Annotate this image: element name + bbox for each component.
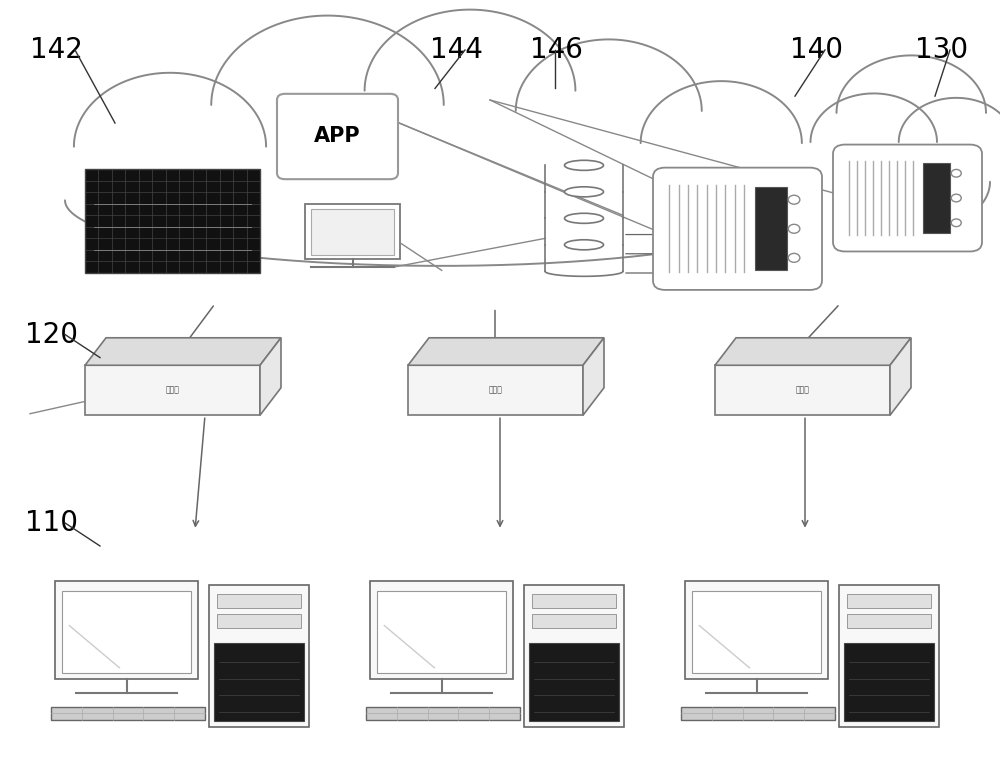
- FancyBboxPatch shape: [653, 168, 822, 290]
- Bar: [305, 204, 400, 259]
- Bar: [529, 643, 619, 721]
- Polygon shape: [715, 338, 911, 365]
- Polygon shape: [408, 338, 604, 365]
- Circle shape: [788, 195, 800, 204]
- Circle shape: [365, 10, 575, 171]
- Bar: [692, 591, 821, 673]
- Polygon shape: [890, 338, 911, 415]
- Bar: [62, 591, 191, 673]
- Bar: [847, 594, 931, 608]
- Ellipse shape: [565, 213, 604, 223]
- Circle shape: [641, 82, 802, 205]
- Bar: [844, 643, 934, 721]
- Text: 120: 120: [25, 321, 78, 348]
- Bar: [685, 581, 828, 680]
- Text: 142: 142: [30, 36, 83, 64]
- Circle shape: [516, 39, 702, 182]
- Bar: [524, 585, 624, 727]
- Circle shape: [951, 169, 961, 177]
- Bar: [715, 365, 890, 415]
- Circle shape: [788, 225, 800, 233]
- Bar: [408, 365, 583, 415]
- Bar: [214, 643, 304, 721]
- Text: 140: 140: [790, 36, 843, 64]
- Bar: [532, 594, 616, 608]
- Bar: [217, 594, 301, 608]
- Bar: [366, 707, 520, 720]
- Bar: [85, 365, 260, 415]
- Text: 云终端: 云终端: [796, 386, 809, 394]
- Circle shape: [211, 15, 444, 195]
- Circle shape: [788, 253, 800, 262]
- Bar: [922, 163, 950, 233]
- Text: 130: 130: [915, 36, 968, 64]
- Circle shape: [836, 55, 986, 171]
- Bar: [839, 585, 939, 727]
- FancyBboxPatch shape: [277, 94, 398, 179]
- Bar: [311, 208, 394, 255]
- Bar: [377, 591, 506, 673]
- Circle shape: [951, 194, 961, 201]
- Ellipse shape: [565, 187, 604, 197]
- Polygon shape: [583, 338, 604, 415]
- Text: 云终端: 云终端: [166, 386, 179, 394]
- Circle shape: [951, 219, 961, 227]
- Bar: [532, 614, 616, 628]
- Bar: [217, 614, 301, 628]
- Bar: [209, 585, 309, 727]
- Ellipse shape: [84, 135, 796, 266]
- Bar: [51, 707, 205, 720]
- Bar: [847, 614, 931, 628]
- Text: 110: 110: [25, 509, 78, 537]
- Text: 144: 144: [430, 36, 483, 64]
- Bar: [681, 707, 835, 720]
- Circle shape: [810, 93, 937, 191]
- Bar: [755, 188, 787, 271]
- Bar: [85, 169, 260, 273]
- Text: APP: APP: [314, 126, 361, 147]
- Ellipse shape: [565, 160, 604, 171]
- Bar: [55, 581, 198, 680]
- Text: 146: 146: [530, 36, 583, 64]
- FancyBboxPatch shape: [833, 145, 982, 251]
- Circle shape: [899, 98, 1000, 186]
- Bar: [370, 581, 513, 680]
- Polygon shape: [260, 338, 281, 415]
- Ellipse shape: [844, 133, 986, 231]
- Ellipse shape: [565, 240, 604, 250]
- Polygon shape: [85, 338, 281, 365]
- Text: 云终端: 云终端: [489, 386, 502, 394]
- Circle shape: [74, 73, 266, 221]
